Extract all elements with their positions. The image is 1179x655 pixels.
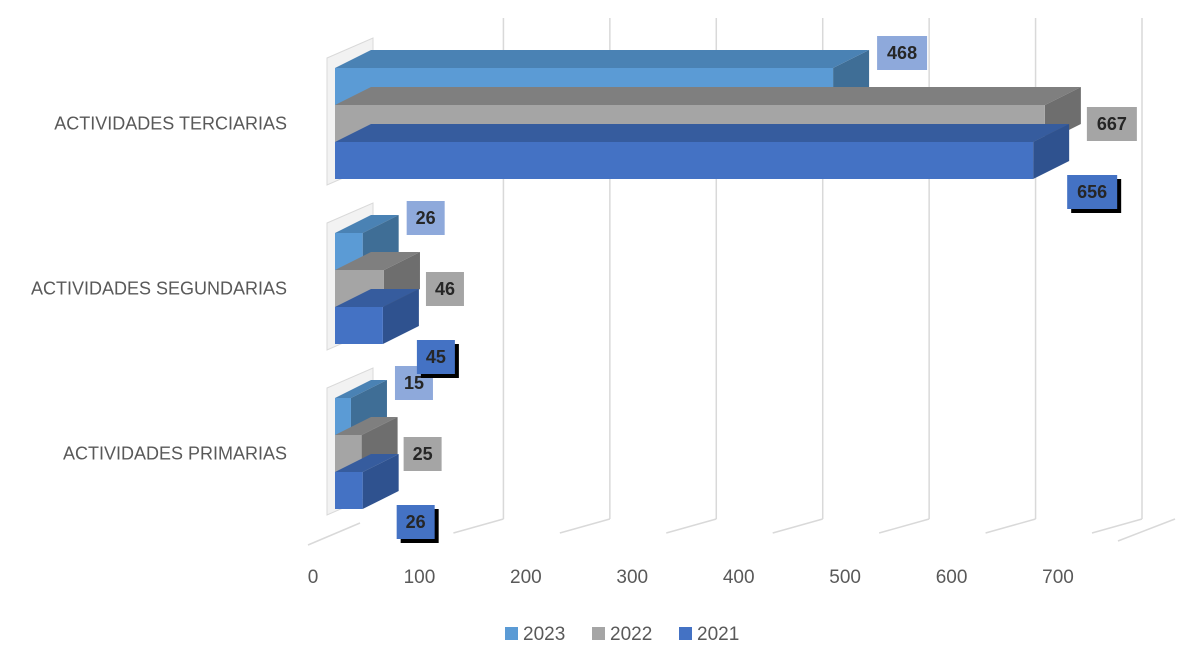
data-label-box-2022-actividades-segundarias xyxy=(425,272,464,306)
data-label-2021-actividades-segundarias: 45 xyxy=(426,347,446,367)
x-tick-600: 600 xyxy=(936,567,968,588)
data-label-2023-actividades-terciarias: 468 xyxy=(887,43,917,63)
data-label-2022-actividades-terciarias: 667 xyxy=(1097,114,1127,134)
data-label-2023-actividades-primarias: 15 xyxy=(404,373,424,393)
legend-label-2022: 2022 xyxy=(610,624,652,645)
data-label-box-2021-actividades-segundarias xyxy=(416,340,455,374)
data-label-box-2021-actividades-terciarias xyxy=(1067,175,1118,209)
x-tick-0: 0 xyxy=(308,567,319,588)
floor-edge-left xyxy=(307,522,361,546)
bar-top-2023-actividades-primarias xyxy=(335,380,387,398)
bar-top-2022-actividades-terciarias xyxy=(335,87,1081,105)
category-label-actividades-primarias: ACTIVIDADES PRIMARIAS xyxy=(63,444,287,464)
category-labels: ACTIVIDADES PRIMARIAS ACTIVIDADES SEGUNDA… xyxy=(31,114,287,464)
bar-side-2021-actividades-primarias xyxy=(362,454,399,509)
floor-gridline-500 xyxy=(878,518,930,534)
data-label-2022-actividades-segundarias: 46 xyxy=(435,279,455,299)
legend-swatch-2022 xyxy=(592,627,605,640)
category-label-actividades-terciarias: ACTIVIDADES TERCIARIAS xyxy=(54,114,287,134)
x-tick-200: 200 xyxy=(510,567,542,588)
floor-gridline-200 xyxy=(559,518,611,534)
chart-floor xyxy=(307,518,1176,546)
floor-gridline-400 xyxy=(772,518,823,534)
data-label-box-2022-actividades-terciarias xyxy=(1086,107,1137,141)
bar-top-2023-actividades-segundarias xyxy=(335,215,399,233)
bar-side-2021-actividades-terciarias xyxy=(1033,124,1070,179)
legend: 2023 2022 2021 xyxy=(505,624,739,645)
category-label-actividades-segundarias: ACTIVIDADES SEGUNDARIAS xyxy=(31,279,287,299)
floor-gridline-600 xyxy=(985,518,1036,534)
data-label-2021-actividades-primarias: 26 xyxy=(406,512,426,532)
bar-top-2021-actividades-terciarias xyxy=(335,124,1070,142)
floor-gridline-700 xyxy=(1091,518,1143,534)
x-tick-400: 400 xyxy=(723,567,755,588)
bar-top-2021-actividades-segundarias xyxy=(335,289,419,307)
data-label-box-2022-actividades-primarias xyxy=(403,437,442,471)
data-label-2022-actividades-primarias: 25 xyxy=(413,444,433,464)
bar-top-2022-actividades-segundarias xyxy=(335,252,420,270)
bar-2021-actividades-segundarias xyxy=(335,307,383,344)
data-label-box-2021-actividades-primarias xyxy=(396,505,435,539)
data-label-2023-actividades-segundarias: 26 xyxy=(416,208,436,228)
floor-gridline-300 xyxy=(666,518,717,534)
bar-top-2023-actividades-terciarias xyxy=(335,50,870,68)
legend-swatch-2023 xyxy=(505,627,518,640)
data-label-box-2023-actividades-segundarias xyxy=(406,201,445,235)
legend-label-2021: 2021 xyxy=(697,624,739,645)
bar-2021-actividades-primarias xyxy=(335,472,363,509)
x-tick-100: 100 xyxy=(404,567,436,588)
data-label-box-2023-actividades-terciarias xyxy=(877,36,928,70)
data-label-2021-actividades-terciarias: 656 xyxy=(1077,182,1107,202)
floor-gridline-100 xyxy=(453,518,504,534)
x-tick-700: 700 xyxy=(1042,567,1074,588)
x-tick-300: 300 xyxy=(616,567,648,588)
legend-swatch-2021 xyxy=(679,627,692,640)
bar-2021-actividades-terciarias xyxy=(335,142,1034,179)
bar-side-2021-actividades-segundarias xyxy=(382,289,419,344)
x-tick-500: 500 xyxy=(829,567,861,588)
bar-top-2022-actividades-primarias xyxy=(335,417,398,435)
bar-2023-actividades-primarias xyxy=(335,398,351,435)
bar-top-2021-actividades-primarias xyxy=(335,454,399,472)
data-labels: 15 25 26 26 46 45 468 667 656 xyxy=(394,36,1137,543)
legend-label-2023: 2023 xyxy=(523,624,565,645)
bars xyxy=(335,50,1081,509)
x-axis-ticks: 0 100 200 300 400 500 600 700 xyxy=(308,567,1074,588)
floor-edge-right xyxy=(1117,518,1176,542)
